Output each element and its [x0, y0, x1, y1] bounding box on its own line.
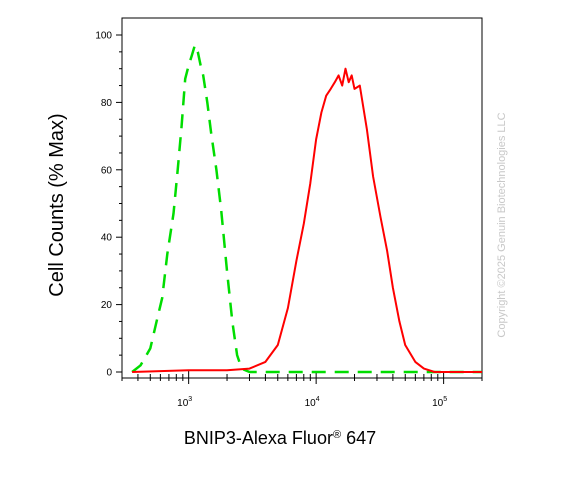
x-tick-label: 103	[177, 396, 192, 409]
y-tick-label: 20	[101, 300, 113, 311]
x-axis: 103 104 105	[121, 371, 483, 409]
sample-histogram-line	[132, 67, 482, 373]
x-tick-label: 105	[432, 396, 447, 409]
x-axis-label-tail: 647	[341, 428, 376, 448]
y-tick-label: 40	[101, 233, 113, 244]
x-axis-label: BNIP3-Alexa Fluor® 647	[184, 428, 376, 448]
x-tick-label: 104	[305, 396, 320, 409]
y-axis-label: Cell Counts (% Max)	[46, 113, 68, 296]
registered-mark: ®	[333, 429, 341, 441]
plot-area	[121, 17, 483, 379]
y-axis: 0 20 40 60 80 100	[95, 31, 122, 379]
y-tick-label: 80	[101, 98, 113, 109]
copyright-watermark: Copyright ©2025 Genuin Biotechnologies L…	[496, 112, 508, 337]
x-axis-label-main: BNIP3-Alexa Fluor	[184, 428, 333, 448]
y-tick-label: 60	[101, 165, 113, 176]
series-layer	[131, 43, 482, 374]
plot-frame	[121, 17, 483, 379]
y-tick-label: 0	[106, 368, 112, 379]
y-tick-label: 100	[95, 31, 112, 42]
